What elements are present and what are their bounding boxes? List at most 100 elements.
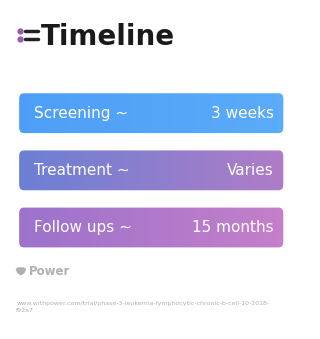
Bar <box>66 148 68 193</box>
Bar <box>129 205 131 250</box>
Bar <box>252 91 255 136</box>
Bar <box>21 91 23 136</box>
Bar <box>91 91 93 136</box>
Bar <box>237 91 239 136</box>
Text: Follow ups ~: Follow ups ~ <box>34 220 132 235</box>
Bar <box>147 148 149 193</box>
Bar <box>198 148 201 193</box>
Bar <box>216 148 219 193</box>
Bar <box>122 148 124 193</box>
Bar <box>86 205 89 250</box>
Bar <box>45 91 48 136</box>
Bar <box>207 91 210 136</box>
Bar <box>237 148 239 193</box>
FancyBboxPatch shape <box>16 205 286 250</box>
Bar <box>113 205 116 250</box>
Bar <box>70 91 73 136</box>
Bar <box>223 91 226 136</box>
Bar <box>48 91 50 136</box>
Bar <box>160 91 163 136</box>
Bar <box>225 148 228 193</box>
Bar <box>25 91 28 136</box>
Bar <box>64 148 66 193</box>
Bar <box>34 205 37 250</box>
Bar <box>106 91 109 136</box>
Bar <box>147 91 149 136</box>
Bar <box>84 91 86 136</box>
Bar <box>120 205 122 250</box>
Bar <box>145 205 147 250</box>
Bar <box>216 205 219 250</box>
Bar <box>108 91 111 136</box>
Text: Power: Power <box>29 265 70 278</box>
Bar <box>156 205 158 250</box>
Bar <box>91 148 93 193</box>
Bar <box>23 148 26 193</box>
Bar <box>140 205 142 250</box>
Bar <box>95 148 98 193</box>
Bar <box>223 205 226 250</box>
Bar <box>180 205 183 250</box>
Bar <box>138 91 140 136</box>
Bar <box>73 91 75 136</box>
Bar <box>196 91 199 136</box>
Bar <box>277 205 280 250</box>
Bar <box>205 148 208 193</box>
Bar <box>149 205 152 250</box>
Bar <box>259 205 262 250</box>
Bar <box>246 91 248 136</box>
Text: www.withpower.com/trial/phase-3-leukemia-lymphocytic-chronic-b-cell-10-2018-
f92: www.withpower.com/trial/phase-3-leukemia… <box>16 301 269 313</box>
Bar <box>241 91 244 136</box>
Bar <box>273 148 275 193</box>
Bar <box>82 205 84 250</box>
Bar <box>61 91 64 136</box>
Bar <box>187 148 190 193</box>
Bar <box>133 148 136 193</box>
Bar <box>279 148 282 193</box>
Bar <box>192 148 194 193</box>
Bar <box>279 91 282 136</box>
Bar <box>176 148 179 193</box>
Bar <box>142 205 145 250</box>
Bar <box>257 148 260 193</box>
Bar <box>180 148 183 193</box>
Bar <box>185 91 188 136</box>
Bar <box>264 205 266 250</box>
Bar <box>100 205 102 250</box>
Bar <box>169 205 172 250</box>
Bar <box>275 148 277 193</box>
Bar <box>32 91 35 136</box>
Bar <box>239 148 242 193</box>
Bar <box>16 205 19 250</box>
Bar <box>28 205 30 250</box>
Bar <box>246 205 248 250</box>
Bar <box>235 205 237 250</box>
Bar <box>52 205 55 250</box>
Bar <box>187 205 190 250</box>
Bar <box>142 148 145 193</box>
Bar <box>21 205 23 250</box>
FancyBboxPatch shape <box>16 91 286 136</box>
FancyBboxPatch shape <box>16 148 286 193</box>
Bar <box>145 148 147 193</box>
Bar <box>55 148 57 193</box>
Bar <box>57 148 60 193</box>
Bar <box>163 91 165 136</box>
Bar <box>174 205 176 250</box>
Bar <box>201 205 203 250</box>
Bar <box>142 91 145 136</box>
Bar <box>244 91 246 136</box>
Bar <box>21 148 23 193</box>
Bar <box>102 91 104 136</box>
Bar <box>178 91 181 136</box>
Bar <box>149 91 152 136</box>
Bar <box>61 148 64 193</box>
Bar <box>50 205 52 250</box>
Bar <box>248 91 251 136</box>
Bar <box>232 148 235 193</box>
Bar <box>70 148 73 193</box>
Bar <box>165 205 167 250</box>
Bar <box>70 205 73 250</box>
Bar <box>122 91 124 136</box>
Bar <box>106 205 109 250</box>
